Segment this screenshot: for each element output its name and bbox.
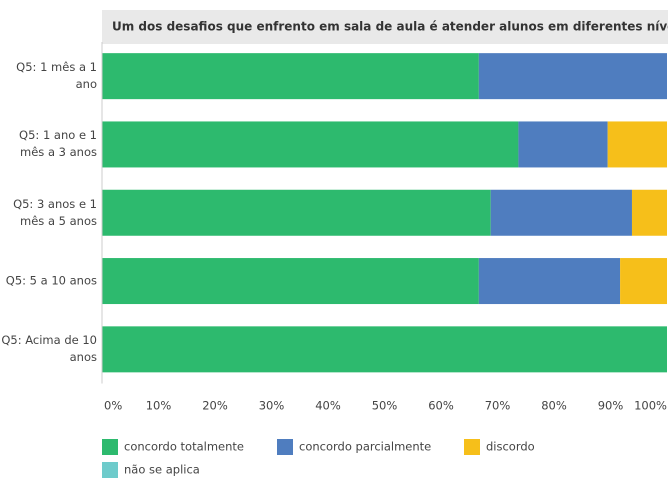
y-tick-label: Q5: 1 mês a 1 ano bbox=[16, 60, 97, 92]
x-tick-label: 90% bbox=[598, 399, 624, 413]
y-tick-label: Q5: 3 anos e 1 mês a 5 anos bbox=[13, 196, 97, 228]
chart-title: Um dos desafios que enfrento em sala de … bbox=[112, 20, 668, 34]
x-tick-label: 100% bbox=[634, 399, 667, 413]
x-tick-label: 20% bbox=[202, 399, 228, 413]
x-tick-label: 80% bbox=[541, 399, 567, 413]
bar-segment bbox=[620, 258, 667, 305]
legend-swatch bbox=[102, 439, 118, 455]
legend-label: discordo bbox=[486, 440, 535, 454]
x-tick-label: 40% bbox=[315, 399, 341, 413]
legend-swatch bbox=[277, 439, 293, 455]
x-tick-label: 10% bbox=[146, 399, 172, 413]
bar-segment bbox=[607, 121, 667, 168]
bar-segment bbox=[490, 189, 632, 236]
bar-segment bbox=[518, 121, 608, 168]
bar-segment bbox=[478, 53, 667, 100]
y-tick-label: Q5: 1 ano e 1 mês a 3 anos bbox=[19, 128, 97, 160]
bar-segment bbox=[102, 258, 479, 305]
bar-segment bbox=[102, 326, 667, 373]
legend-label: concordo parcialmente bbox=[299, 440, 431, 454]
x-tick-label: 60% bbox=[428, 399, 454, 413]
x-tick-label: 0% bbox=[104, 399, 122, 413]
y-tick-label: Q5: Acima de 10 anos bbox=[1, 333, 97, 365]
x-tick-label: 50% bbox=[372, 399, 398, 413]
x-tick-label: 70% bbox=[485, 399, 511, 413]
legend-swatch bbox=[464, 439, 480, 455]
title-bar bbox=[102, 10, 668, 44]
legend-label: não se aplica bbox=[124, 463, 200, 477]
bar-segment bbox=[102, 53, 479, 100]
bar-segment bbox=[631, 189, 667, 236]
bar-segment bbox=[102, 189, 491, 236]
x-tick-label: 30% bbox=[259, 399, 285, 413]
bar-segment bbox=[478, 258, 621, 305]
bar-segment bbox=[102, 121, 519, 168]
legend-label: concordo totalmente bbox=[124, 440, 244, 454]
y-tick-label: Q5: 5 a 10 anos bbox=[5, 273, 97, 288]
legend-swatch bbox=[102, 462, 118, 478]
